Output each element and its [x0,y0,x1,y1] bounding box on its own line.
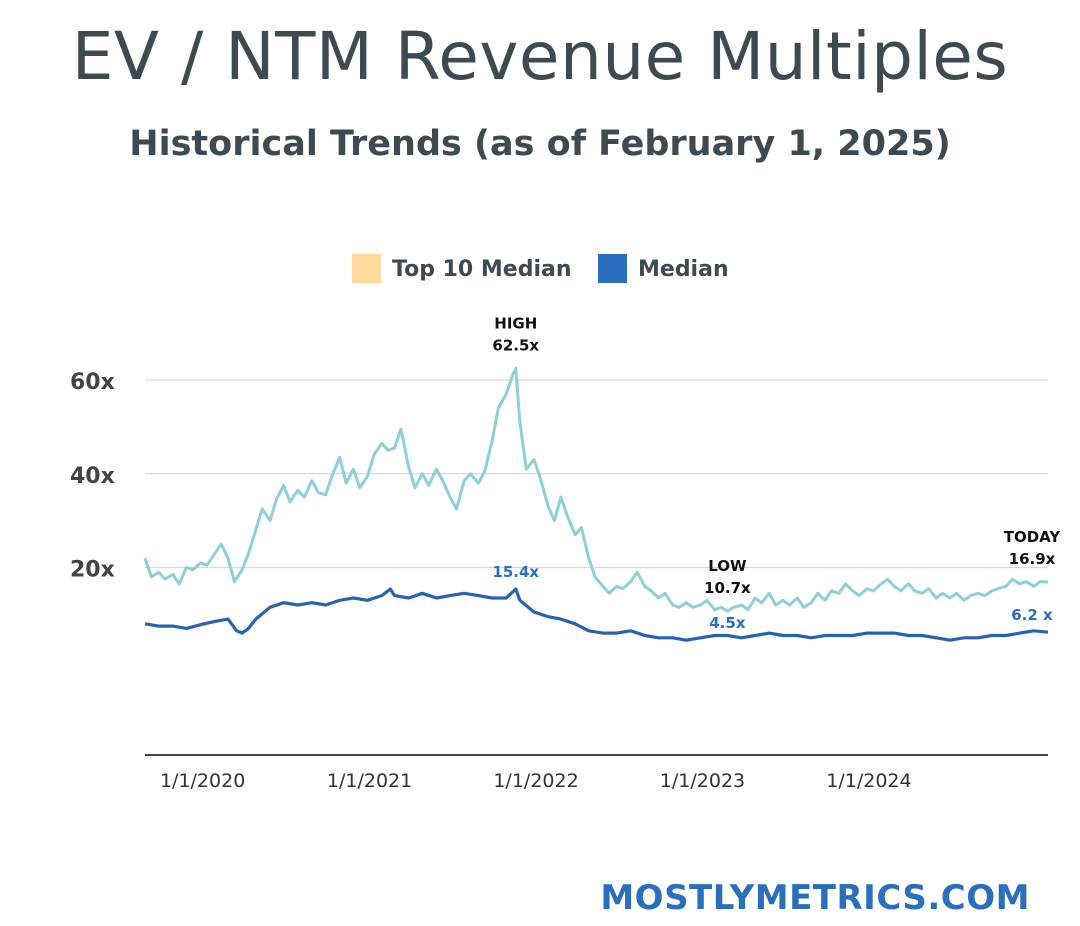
chart-annotations: HIGH 62.5x LOW 10.7x TODAY 16.9x 15.4x 4.5x 6.2 … [492,314,1061,632]
annotation-2-line-0: TODAY [1004,528,1062,546]
annotation-3-line-0: 15.4x [492,563,539,581]
brand-footer[interactable]: MOSTLYMETRICS.COM [600,878,1030,918]
legend-label-0: Top 10 Median [392,257,572,282]
y-tick-label-0: 60x [70,370,115,395]
x-tick-label-3: 1/1/2023 [660,770,745,792]
x-axis: 1/1/2020 1/1/2021 1/1/2022 1/1/2023 1/1/2024 [145,754,1048,792]
annotation-0-line-0: HIGH [494,314,537,332]
annotation-0-line-1: 62.5x [492,336,539,354]
legend-label-1: Median [638,257,729,282]
annotation-2-line-1: 16.9x [1009,550,1056,568]
series-line-0 [143,366,1049,613]
x-tick-label-1: 1/1/2021 [327,770,412,792]
annotation-5-line-0: 6.2 x [1011,606,1053,624]
y-axis: 60x 40x 20x [70,370,115,583]
x-tick-label-0: 1/1/2020 [160,770,245,792]
annotation-1-line-0: LOW [708,557,747,575]
annotation-1-line-1: 10.7x [704,579,751,597]
page-title: EV / NTM Revenue Multiples [71,18,1009,95]
legend-swatch-1 [598,254,627,283]
legend-swatch-0 [352,254,381,283]
page-subtitle: Historical Trends (as of February 1, 202… [129,124,951,164]
chart-legend: Top 10 Median Median [352,254,729,283]
series-line-1 [144,587,1049,642]
y-tick-label-2: 20x [70,558,115,583]
x-tick-label-4: 1/1/2024 [826,770,911,792]
y-tick-label-1: 40x [70,464,115,489]
x-tick-label-2: 1/1/2022 [493,770,578,792]
chart-series [143,366,1049,642]
annotation-4-line-0: 4.5x [709,614,746,632]
chart-grid [145,379,1048,569]
